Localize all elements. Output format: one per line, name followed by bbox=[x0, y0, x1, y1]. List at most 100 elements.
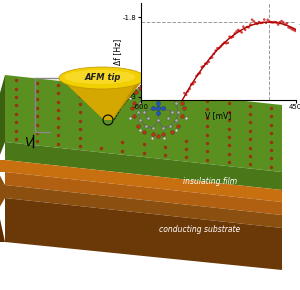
Polygon shape bbox=[0, 172, 5, 210]
Point bbox=[291, 28, 296, 32]
Point bbox=[144, 175, 148, 180]
Point bbox=[218, 44, 223, 49]
Point bbox=[271, 20, 275, 25]
Point bbox=[147, 171, 152, 176]
Polygon shape bbox=[0, 210, 5, 242]
Polygon shape bbox=[0, 75, 5, 160]
Point bbox=[251, 19, 256, 24]
Polygon shape bbox=[5, 160, 282, 202]
Point bbox=[156, 146, 161, 151]
Point bbox=[159, 141, 164, 146]
Point bbox=[236, 28, 241, 32]
Point bbox=[286, 25, 291, 30]
Point bbox=[170, 117, 175, 122]
Point bbox=[274, 20, 279, 25]
Point bbox=[149, 163, 154, 167]
Y-axis label: Δf [Hz]: Δf [Hz] bbox=[113, 38, 122, 65]
Point bbox=[269, 20, 274, 25]
Ellipse shape bbox=[59, 67, 145, 89]
Point bbox=[215, 46, 220, 50]
Point bbox=[191, 82, 196, 86]
Point bbox=[163, 133, 168, 137]
Point bbox=[217, 46, 221, 50]
Point bbox=[265, 18, 270, 22]
Polygon shape bbox=[5, 172, 282, 215]
Point bbox=[290, 27, 294, 32]
Point bbox=[262, 17, 267, 22]
Point bbox=[224, 41, 229, 46]
Point bbox=[158, 141, 163, 145]
Point bbox=[210, 55, 214, 60]
Text: conducting substrate: conducting substrate bbox=[159, 226, 241, 235]
Point bbox=[264, 21, 268, 25]
Point bbox=[151, 162, 156, 167]
Point bbox=[283, 22, 287, 27]
Point bbox=[238, 29, 242, 33]
Point bbox=[165, 124, 170, 129]
Point bbox=[212, 52, 216, 56]
X-axis label: V [mV]: V [mV] bbox=[205, 112, 231, 121]
Point bbox=[139, 189, 143, 194]
Point bbox=[267, 19, 272, 24]
Point bbox=[206, 59, 211, 64]
Point bbox=[201, 64, 206, 68]
Point bbox=[161, 137, 166, 142]
Point bbox=[198, 71, 203, 75]
Point bbox=[142, 182, 147, 186]
Point bbox=[279, 19, 284, 23]
Polygon shape bbox=[62, 80, 143, 120]
Point bbox=[250, 17, 254, 22]
Point bbox=[284, 21, 289, 26]
Point bbox=[244, 25, 249, 29]
Point bbox=[213, 48, 218, 53]
Point bbox=[194, 73, 199, 78]
Point bbox=[231, 35, 236, 39]
Point bbox=[152, 152, 157, 157]
Polygon shape bbox=[5, 142, 282, 190]
Point bbox=[196, 72, 201, 76]
Point bbox=[246, 25, 251, 30]
Point bbox=[182, 91, 187, 95]
Point bbox=[272, 20, 277, 24]
Point bbox=[175, 108, 180, 113]
Point bbox=[258, 21, 263, 25]
Ellipse shape bbox=[64, 70, 136, 84]
Point bbox=[180, 101, 185, 106]
Point bbox=[227, 34, 232, 39]
Point bbox=[225, 41, 230, 45]
Point bbox=[200, 65, 204, 69]
Point bbox=[184, 93, 188, 97]
Point bbox=[276, 22, 280, 27]
Point bbox=[173, 110, 178, 115]
Text: insulating film: insulating film bbox=[183, 177, 237, 186]
Point bbox=[255, 22, 260, 26]
Point bbox=[205, 61, 209, 66]
Point bbox=[281, 20, 286, 25]
Point bbox=[256, 20, 261, 24]
Point bbox=[222, 40, 227, 45]
Point bbox=[232, 31, 237, 36]
Text: AFM tip: AFM tip bbox=[85, 72, 121, 81]
Polygon shape bbox=[0, 160, 5, 172]
Text: V*: V* bbox=[265, 0, 274, 2]
Point bbox=[241, 24, 246, 29]
Polygon shape bbox=[5, 75, 282, 172]
Point bbox=[260, 20, 265, 25]
Point bbox=[208, 56, 213, 60]
Point bbox=[288, 26, 293, 30]
Point bbox=[253, 21, 258, 25]
Point bbox=[146, 171, 150, 176]
Point bbox=[167, 126, 171, 131]
Point bbox=[243, 28, 248, 32]
Point bbox=[172, 114, 176, 118]
Point bbox=[140, 184, 145, 189]
Point bbox=[234, 29, 239, 34]
Point bbox=[220, 42, 225, 47]
Polygon shape bbox=[112, 80, 143, 120]
Point bbox=[177, 105, 182, 110]
Point bbox=[248, 22, 253, 27]
Point bbox=[293, 29, 298, 33]
Point bbox=[187, 87, 192, 91]
Text: Δf*: Δf* bbox=[299, 18, 300, 27]
Point bbox=[178, 101, 183, 106]
